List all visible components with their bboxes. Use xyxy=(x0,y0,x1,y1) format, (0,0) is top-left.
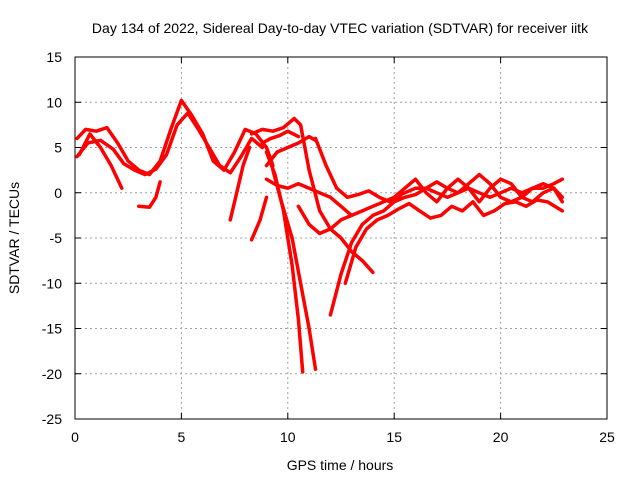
x-tick-label: 10 xyxy=(280,429,296,445)
x-tick-label: 20 xyxy=(493,429,509,445)
series-track-3 xyxy=(77,132,124,190)
y-tick-label: -20 xyxy=(42,366,62,382)
series-track-5 xyxy=(228,145,252,222)
data-series xyxy=(75,98,565,374)
y-tick-label: 0 xyxy=(54,185,62,201)
x-tick-label: 15 xyxy=(386,429,402,445)
y-tick-label: -15 xyxy=(42,321,62,337)
y-tick-label: 15 xyxy=(46,49,62,65)
y-tick-label: 10 xyxy=(46,94,62,110)
y-axis-ticks: -25 -20 -15 -10 -5 0 5 10 15 xyxy=(42,49,607,427)
y-tick-label: -25 xyxy=(42,411,62,427)
series-track-11 xyxy=(260,129,301,145)
series-track-13 xyxy=(264,177,354,218)
x-tick-label: 0 xyxy=(71,429,79,445)
series-track-6 xyxy=(249,195,269,242)
x-axis-ticks: 0 5 10 15 20 25 xyxy=(71,57,615,445)
y-tick-label: -10 xyxy=(42,275,62,291)
y-tick-label: 5 xyxy=(54,140,62,156)
series-track-4 xyxy=(137,180,162,209)
y-axis-label: SDTVAR / TECUs xyxy=(6,182,22,294)
series-track-10 xyxy=(264,134,318,168)
x-tick-label: 25 xyxy=(599,429,615,445)
x-axis-label: GPS time / hours xyxy=(287,457,394,473)
series-track-16 xyxy=(343,198,565,286)
series-track-14 xyxy=(296,177,565,236)
y-tick-label: -5 xyxy=(50,230,63,246)
series-track-2 xyxy=(75,111,265,177)
series-track-8 xyxy=(271,168,318,371)
series-track-17 xyxy=(392,177,565,204)
series-track-9 xyxy=(249,116,375,275)
x-tick-label: 5 xyxy=(178,429,186,445)
chart-title: Day 134 of 2022, Sidereal Day-to-day VTE… xyxy=(92,20,589,36)
series-track-1 xyxy=(75,98,275,177)
